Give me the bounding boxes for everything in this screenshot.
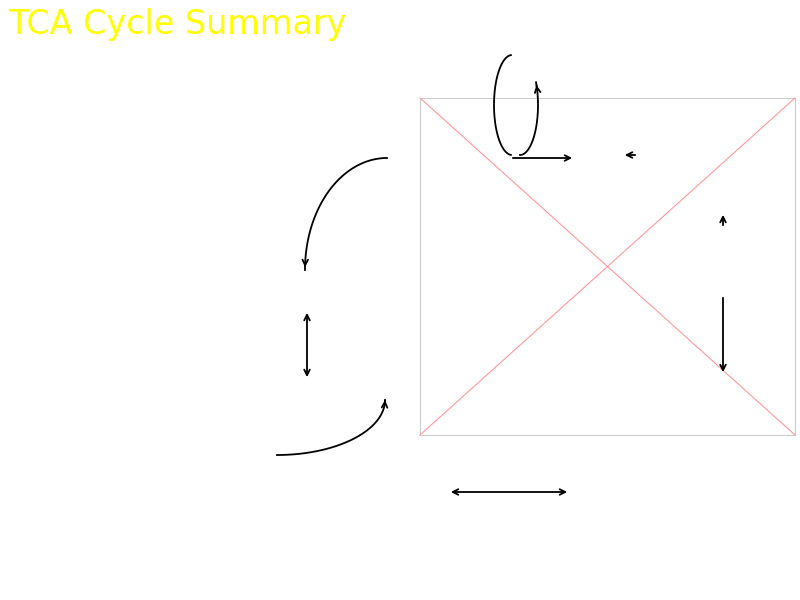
Bar [420,98,795,435]
Text: TCA Cycle Summary: TCA Cycle Summary [8,8,346,41]
